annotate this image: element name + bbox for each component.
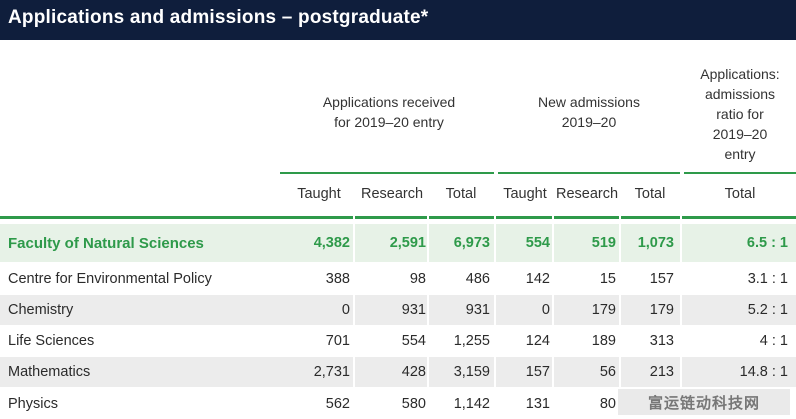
group-header-line: admissions xyxy=(704,86,776,102)
cell-adm-research: 189 xyxy=(591,333,616,349)
cell-apps-research: 931 xyxy=(401,302,426,318)
cell-adm-taught: 0 xyxy=(541,302,550,318)
cell-apps-research: 98 xyxy=(409,271,426,287)
cell-ratio: 6.5 : 1 xyxy=(746,235,788,251)
group-header-line: Applications: xyxy=(700,66,780,82)
cell-adm-research: 179 xyxy=(591,302,616,318)
group-header-ratio: Applications: admissions ratio for 2019–… xyxy=(684,64,796,164)
col-header-total: Total xyxy=(634,186,666,202)
column-divider xyxy=(427,176,429,419)
table-row: Physics 562 580 1,142 131 80 xyxy=(0,388,796,419)
cell-apps-research: 580 xyxy=(401,395,426,412)
group-rule-applications xyxy=(280,172,494,174)
row-label: Centre for Environmental Policy xyxy=(8,271,212,287)
cell-apps-total: 486 xyxy=(465,271,490,287)
column-divider xyxy=(552,176,554,419)
column-divider xyxy=(353,176,355,419)
cell-adm-taught: 124 xyxy=(525,333,550,349)
cell-apps-taught: 701 xyxy=(325,333,350,349)
group-header-admissions: New admissions 2019–20 xyxy=(498,92,680,132)
cell-apps-taught: 4,382 xyxy=(313,235,350,251)
cell-adm-taught: 131 xyxy=(525,395,550,412)
group-header-applications: Applications received for 2019–20 entry xyxy=(280,92,498,132)
col-header-taught: Taught xyxy=(297,186,341,202)
column-divider xyxy=(619,176,621,419)
column-divider xyxy=(494,176,496,419)
row-label: Mathematics xyxy=(8,364,91,380)
cell-adm-taught: 142 xyxy=(525,271,550,287)
row-label: Life Sciences xyxy=(8,333,95,349)
cell-adm-total: 157 xyxy=(649,271,674,287)
group-header-line: entry xyxy=(724,146,756,162)
cell-apps-total: 3,159 xyxy=(453,364,490,380)
cell-adm-research: 15 xyxy=(599,271,616,287)
header-bottom-rule xyxy=(0,216,796,219)
title-bar: Applications and admissions – postgradua… xyxy=(0,0,796,40)
cell-adm-total: 179 xyxy=(649,302,674,318)
group-header-line: New admissions xyxy=(538,94,640,110)
cell-adm-taught: 554 xyxy=(525,235,550,251)
cell-adm-total: 313 xyxy=(649,333,674,349)
table-row: Life Sciences 701 554 1,255 124 189 313 … xyxy=(0,326,796,356)
cell-ratio: 14.8 : 1 xyxy=(739,364,788,380)
column-divider xyxy=(680,176,682,419)
col-header-research: Research xyxy=(555,186,619,202)
cell-adm-research: 56 xyxy=(599,364,616,380)
group-header-line: 2019–20 xyxy=(712,126,768,142)
cell-apps-taught: 2,731 xyxy=(313,364,350,380)
cell-adm-research: 519 xyxy=(591,235,616,251)
cell-apps-total: 931 xyxy=(465,302,490,318)
group-header-line: ratio for xyxy=(716,106,764,122)
cell-apps-total: 1,255 xyxy=(453,333,490,349)
group-header-line: Applications received xyxy=(322,94,456,110)
cell-adm-taught: 157 xyxy=(525,364,550,380)
page-title: Applications and admissions – postgradua… xyxy=(8,7,429,28)
group-rule-admissions xyxy=(498,172,680,174)
cell-apps-research: 428 xyxy=(401,364,426,380)
cell-ratio: 3.1 : 1 xyxy=(747,271,788,287)
cell-apps-research: 2,591 xyxy=(389,235,426,251)
row-label: Faculty of Natural Sciences xyxy=(8,234,204,252)
cell-apps-research: 554 xyxy=(401,333,426,349)
cell-adm-research: 80 xyxy=(599,395,616,412)
cell-apps-taught: 388 xyxy=(325,271,350,287)
cell-adm-total: 1,073 xyxy=(637,235,674,251)
cell-ratio: 5.2 : 1 xyxy=(747,302,788,318)
cell-apps-total: 1,142 xyxy=(453,395,490,412)
group-header-line: 2019–20 xyxy=(561,114,617,130)
cell-apps-taught: 562 xyxy=(325,395,350,412)
cell-ratio: 4 : 1 xyxy=(759,333,788,349)
col-header-research: Research xyxy=(360,186,424,202)
cell-adm-total: 213 xyxy=(649,364,674,380)
table-row-faculty: Faculty of Natural Sciences 4,382 2,591 … xyxy=(0,224,796,262)
row-label: Physics xyxy=(8,395,58,412)
table-row: Chemistry 0 931 931 0 179 179 5.2 : 1 xyxy=(0,295,796,325)
col-header-taught: Taught xyxy=(503,186,547,202)
col-header-total: Total xyxy=(724,186,756,202)
cell-apps-taught: 0 xyxy=(341,302,350,318)
table-row: Centre for Environmental Policy 388 98 4… xyxy=(0,264,796,294)
group-header-line: for 2019–20 entry xyxy=(334,114,444,130)
watermark-text: 富运链动科技网 xyxy=(618,389,790,415)
col-header-total: Total xyxy=(445,186,477,202)
group-rule-ratio xyxy=(684,172,796,174)
cell-apps-total: 6,973 xyxy=(453,235,490,251)
table-row: Mathematics 2,731 428 3,159 157 56 213 1… xyxy=(0,357,796,387)
row-label: Chemistry xyxy=(8,302,74,318)
